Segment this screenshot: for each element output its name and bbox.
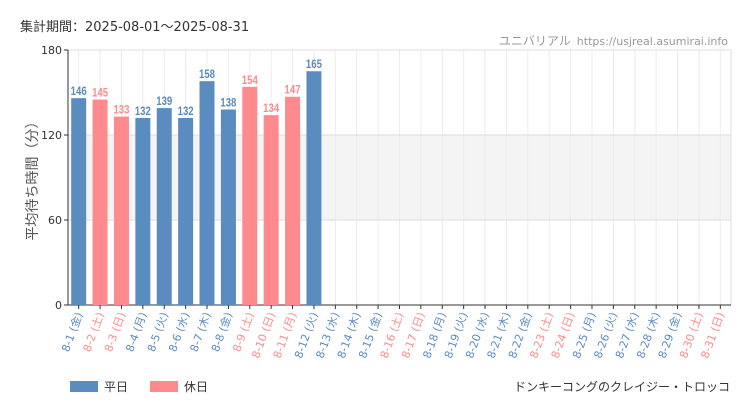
bar-value-label: 133	[113, 104, 129, 117]
bar	[178, 118, 194, 305]
y-axis-title: 平均待ち時間（分）	[25, 115, 41, 241]
bar	[71, 98, 87, 306]
attraction-name: ドンキーコングのクレイジー・トロッコ	[513, 380, 730, 394]
y-tick-label: 0	[55, 299, 62, 312]
bar	[135, 118, 151, 305]
legend-item-weekday[interactable]: 平日	[70, 378, 128, 395]
y-tick-label: 120	[41, 129, 62, 142]
legend-swatch-weekday	[70, 381, 98, 392]
bar	[263, 115, 279, 306]
bar-value-label: 165	[306, 58, 322, 71]
legend-swatch-holiday	[150, 381, 179, 392]
source-url[interactable]: https://usjreal.asumirai.info	[576, 35, 728, 48]
bar-value-label: 145	[92, 87, 108, 100]
legend-label-holiday: 休日	[184, 380, 209, 394]
legend-item-holiday[interactable]: 休日	[150, 378, 208, 395]
bar-value-label: 139	[156, 95, 172, 108]
bar	[156, 108, 172, 305]
bar	[199, 81, 215, 306]
bar-value-label: 146	[71, 85, 87, 98]
bar-value-label: 158	[199, 68, 215, 81]
bar	[242, 86, 258, 305]
bar	[113, 116, 129, 305]
bar-value-label: 132	[135, 105, 151, 118]
source-name: ユニバリアル	[498, 34, 571, 48]
bar-value-label: 154	[242, 74, 258, 87]
period-label: 集計期間：2025-08-01〜2025-08-31	[20, 20, 250, 35]
legend: 平日 休日	[70, 378, 208, 395]
bar-value-label: 147	[285, 84, 301, 97]
y-tick-label: 180	[41, 44, 62, 57]
bar	[306, 71, 322, 305]
bar	[285, 96, 301, 305]
legend-label-weekday: 平日	[104, 380, 129, 394]
bar-value-label: 138	[220, 97, 236, 110]
bar	[220, 109, 236, 305]
y-tick-label: 60	[48, 214, 62, 227]
bar-value-label: 134	[263, 102, 279, 115]
bar	[92, 99, 108, 305]
bar-value-label: 132	[178, 105, 194, 118]
source-credit[interactable]: ユニバリアル https://usjreal.asumirai.info	[499, 32, 728, 49]
